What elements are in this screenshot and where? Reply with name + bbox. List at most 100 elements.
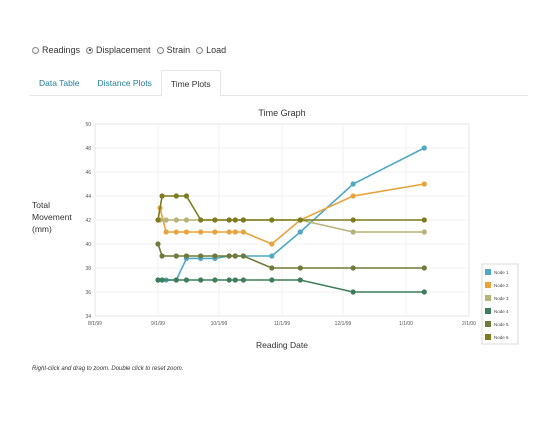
- data-point[interactable]: [173, 229, 179, 235]
- data-point[interactable]: [421, 265, 427, 271]
- tab-data-table[interactable]: Data Table: [39, 78, 80, 88]
- radio-load[interactable]: Load: [196, 45, 226, 55]
- data-point[interactable]: [183, 229, 190, 235]
- data-point[interactable]: [240, 253, 246, 259]
- data-point[interactable]: [212, 253, 218, 259]
- data-point[interactable]: [226, 277, 232, 283]
- data-point[interactable]: [163, 217, 169, 223]
- legend-swatch: [485, 321, 491, 327]
- data-point[interactable]: [198, 217, 204, 223]
- data-point[interactable]: [232, 229, 238, 235]
- legend-label: Node 6: [494, 335, 509, 340]
- data-point[interactable]: [421, 289, 427, 295]
- data-point[interactable]: [297, 265, 303, 271]
- data-point[interactable]: [232, 277, 238, 283]
- data-point[interactable]: [269, 217, 275, 223]
- data-point[interactable]: [297, 229, 303, 235]
- data-point[interactable]: [173, 277, 179, 283]
- data-point[interactable]: [198, 229, 204, 235]
- data-point[interactable]: [155, 241, 161, 247]
- radio-displacement[interactable]: Displacement: [86, 45, 151, 55]
- radio-circle-icon[interactable]: [156, 46, 164, 54]
- data-point[interactable]: [232, 253, 238, 259]
- data-point[interactable]: [226, 253, 232, 259]
- tab-time-plots[interactable]: Time Plots: [160, 70, 221, 97]
- legend-swatch: [485, 334, 491, 340]
- data-point[interactable]: [350, 265, 356, 271]
- data-point[interactable]: [297, 217, 303, 223]
- data-point[interactable]: [159, 193, 165, 199]
- data-point[interactable]: [173, 193, 179, 199]
- legend-label: Node 3: [494, 296, 509, 301]
- chart-title: Time Graph: [258, 108, 305, 118]
- y-tick-label: 44: [85, 194, 91, 200]
- y-tick-label: 46: [85, 170, 91, 176]
- data-point[interactable]: [350, 181, 356, 187]
- data-point[interactable]: [421, 181, 427, 187]
- radio-circle-icon[interactable]: [196, 46, 204, 54]
- data-point[interactable]: [269, 253, 275, 259]
- radio-label: Strain: [166, 45, 191, 55]
- legend-label: Node 4: [494, 309, 509, 314]
- y-tick-label: 40: [85, 242, 91, 248]
- legend-swatch: [485, 282, 491, 288]
- radio-label: Displacement: [96, 45, 151, 55]
- data-point[interactable]: [240, 277, 246, 283]
- data-point[interactable]: [183, 217, 190, 223]
- radio-readings[interactable]: Readings: [32, 45, 80, 55]
- series-node-5[interactable]: [155, 241, 427, 271]
- data-point[interactable]: [226, 217, 232, 223]
- data-point[interactable]: [155, 277, 161, 283]
- data-point[interactable]: [226, 229, 232, 235]
- data-point[interactable]: [198, 253, 204, 259]
- data-point[interactable]: [421, 229, 427, 235]
- data-point[interactable]: [350, 193, 356, 199]
- data-point[interactable]: [212, 277, 218, 283]
- data-point[interactable]: [297, 277, 303, 283]
- data-point[interactable]: [350, 217, 356, 223]
- data-point[interactable]: [198, 277, 204, 283]
- data-point[interactable]: [155, 217, 161, 223]
- legend: [481, 263, 519, 345]
- series-node-6[interactable]: [155, 193, 427, 223]
- y-tick-label: 38: [85, 266, 91, 272]
- y-tick-label: 34: [85, 314, 91, 320]
- data-point[interactable]: [212, 217, 218, 223]
- radio-strain[interactable]: Strain: [156, 45, 191, 55]
- x-tick-label: 9/1/99: [151, 321, 165, 327]
- series-node-4[interactable]: [155, 277, 427, 295]
- radio-circle-icon[interactable]: [32, 46, 39, 54]
- y-tick-label: 48: [85, 146, 91, 152]
- data-point[interactable]: [183, 193, 190, 199]
- data-point[interactable]: [350, 289, 356, 295]
- data-point[interactable]: [159, 277, 165, 283]
- radio-circle-icon[interactable]: [86, 46, 94, 54]
- legend-label: Node 2: [494, 283, 509, 288]
- legend-label: Node 5: [494, 322, 509, 327]
- data-point[interactable]: [183, 277, 190, 283]
- data-point[interactable]: [350, 229, 356, 235]
- x-tick-label: 2/1/00: [462, 321, 476, 327]
- data-point[interactable]: [159, 253, 165, 259]
- data-point[interactable]: [232, 217, 238, 223]
- data-point[interactable]: [269, 265, 275, 271]
- y-axis-label: Total: [32, 200, 50, 210]
- data-point[interactable]: [173, 217, 179, 223]
- data-point[interactable]: [240, 229, 246, 235]
- legend-swatch: [485, 269, 491, 275]
- y-tick-label: 50: [85, 122, 91, 128]
- legend-label: Node 1: [494, 270, 509, 275]
- data-point[interactable]: [173, 253, 179, 259]
- data-point[interactable]: [240, 217, 246, 223]
- tab-distance-plots[interactable]: Distance Plots: [97, 78, 152, 88]
- x-axis-label: Reading Date: [256, 340, 308, 350]
- data-point[interactable]: [269, 277, 275, 283]
- data-point[interactable]: [421, 217, 427, 223]
- data-point[interactable]: [269, 241, 275, 247]
- data-point[interactable]: [183, 253, 190, 259]
- time-graph-chart[interactable]: Time Graph 34 36 38 40 42 44 46 48 50 8/1/99 9/1/99…: [0, 100, 550, 365]
- data-point[interactable]: [421, 145, 427, 151]
- data-point[interactable]: [212, 229, 218, 235]
- radio-label: Readings: [42, 45, 81, 55]
- data-point[interactable]: [163, 229, 169, 235]
